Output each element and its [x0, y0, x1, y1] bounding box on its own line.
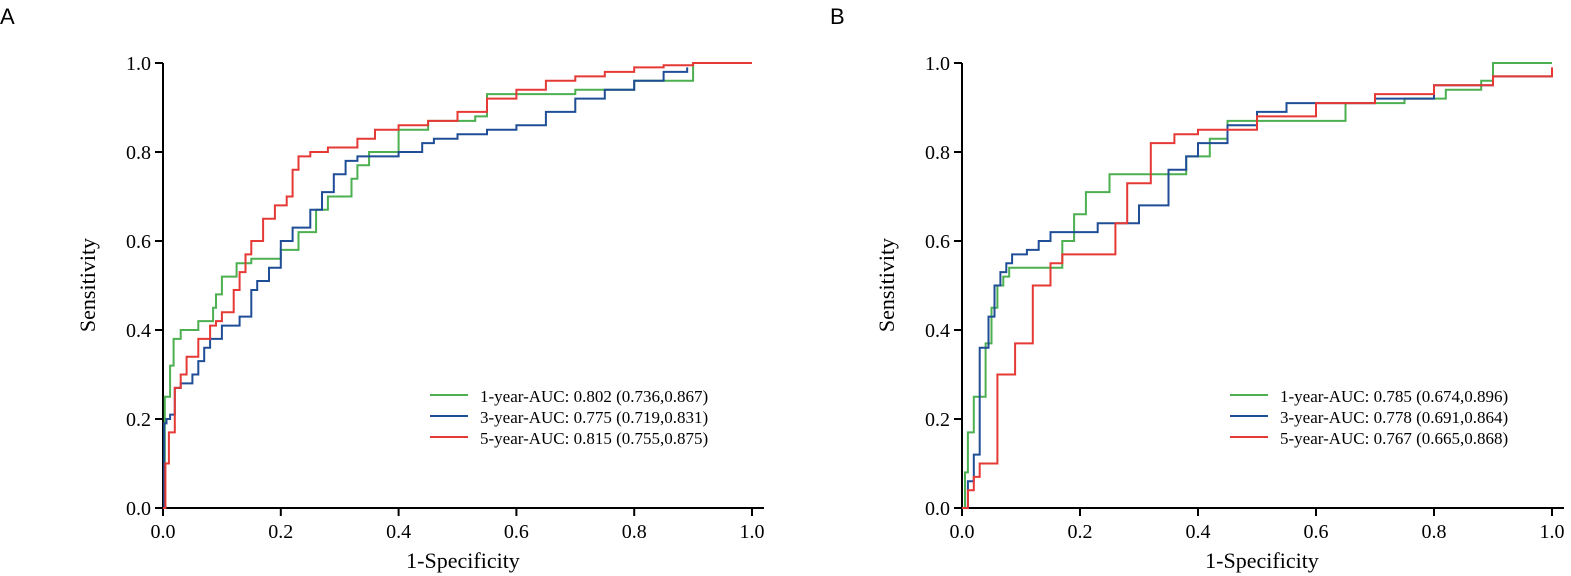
y-tick-label: 1.0 — [126, 53, 151, 75]
x-tick-label: 0.6 — [1304, 521, 1329, 543]
x-tick-label: 1.0 — [1540, 521, 1565, 543]
x-tick-label: 0.4 — [386, 521, 411, 543]
roc-curve-series-1 — [163, 62, 752, 509]
panel-a-plot: 0.00.0 0.2 0.2 0.4 0.4 0.6 0.6 0.8 0.8 1.0 1.0 1-ye… — [126, 53, 765, 543]
roc-curve-series-2 — [163, 67, 689, 509]
y-tick-label: 0.8 — [126, 142, 151, 164]
panel-label-a: A — [0, 4, 15, 29]
x-tick-label: 0.8 — [622, 521, 647, 543]
x-tick-label: 0.2 — [268, 521, 293, 543]
x-tick-label: 0.6 — [504, 521, 529, 543]
roc-curve-series-2 — [962, 71, 1553, 509]
x-tick-label: 1.0 — [740, 521, 765, 543]
panel-b-y-axis-label: Sensitivity — [874, 238, 899, 332]
y-tick-label: 0.6 — [126, 231, 151, 253]
y-tick-label: 0.8 — [925, 142, 950, 164]
legend-label: 1-year-AUC: 0.802 (0.736,0.867) — [480, 387, 708, 406]
x-tick-label: 0.4 — [1186, 521, 1211, 543]
panel-label-b: B — [830, 4, 845, 29]
roc-panel-b: B 0.00.0 0.2 0.2 0.4 0.4 0.6 0.6 0.8 0.8 1.0 1.0 1-… — [830, 4, 1565, 573]
roc-curve-series-3 — [163, 62, 752, 509]
y-tick-label: 0.2 — [126, 409, 151, 431]
y-tick-label: 0.0 — [925, 498, 950, 520]
y-tick-label: 1.0 — [925, 53, 950, 75]
legend-label: 3-year-AUC: 0.775 (0.719,0.831) — [480, 408, 708, 427]
panel-b-x-axis-label: 1-Specificity — [1205, 548, 1319, 573]
legend-label: 5-year-AUC: 0.767 (0.665,0.868) — [1280, 429, 1508, 448]
x-tick-label: 0.8 — [1422, 521, 1447, 543]
y-tick-label: 0.2 — [925, 409, 950, 431]
panel-b-plot: 0.00.0 0.2 0.2 0.4 0.4 0.6 0.6 0.8 0.8 1.0 1.0 1-ye… — [925, 53, 1565, 543]
legend-label: 5-year-AUC: 0.815 (0.755,0.875) — [480, 429, 708, 448]
legend-label: 3-year-AUC: 0.778 (0.691,0.864) — [1280, 408, 1508, 427]
y-tick-label: 0.4 — [126, 320, 151, 342]
x-tick-label: 0.0 — [151, 521, 176, 543]
roc-curve-series-1 — [962, 62, 1552, 509]
x-tick-label: 0.0 — [950, 521, 975, 543]
roc-curve-series-3 — [962, 67, 1553, 509]
panel-a-x-axis-label: 1-Specificity — [406, 548, 520, 573]
y-tick-label: 0.4 — [925, 320, 950, 342]
y-tick-label: 0.0 — [126, 498, 151, 520]
panel-a-y-axis-label: Sensitivity — [75, 238, 100, 332]
roc-panel-a: A 0.00.0 0.2 0.2 0.4 0.4 0.6 0.6 0.8 0.8 1.0 1.0 1-… — [0, 4, 765, 573]
x-tick-label: 0.2 — [1068, 521, 1093, 543]
y-tick-label: 0.6 — [925, 231, 950, 253]
legend-label: 1-year-AUC: 0.785 (0.674,0.896) — [1280, 387, 1508, 406]
